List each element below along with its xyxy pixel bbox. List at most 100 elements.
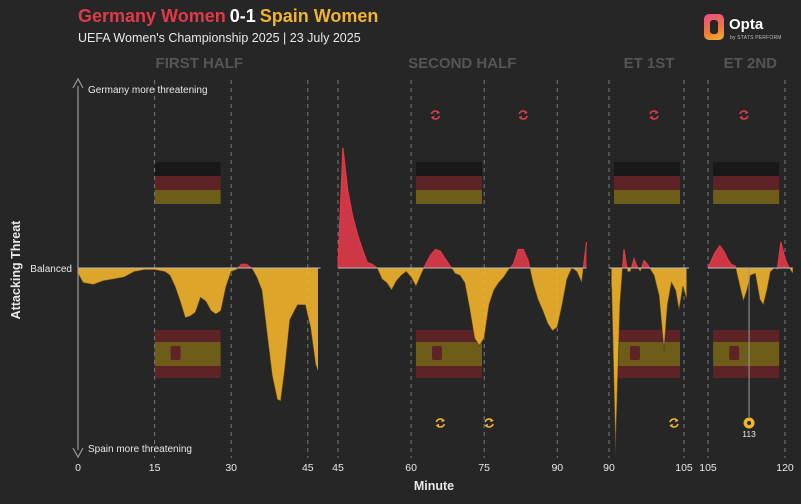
x-tick-label: 90 <box>603 462 615 474</box>
spain-flag-red-bottom <box>614 366 680 378</box>
spain-threat-line <box>77 268 319 402</box>
germany-flag <box>713 162 780 204</box>
spain-flag <box>154 330 221 378</box>
spain-flag-crest <box>630 346 640 360</box>
spain-flag-crest <box>170 346 181 360</box>
substitution-icon-germany <box>518 110 528 120</box>
spain-threat-area <box>611 268 687 453</box>
opta-logo: Opta by STATS PERFORM <box>704 14 784 44</box>
y-bottom-label: Spain more threatening <box>88 444 192 455</box>
sub-arrow-head-bottom <box>669 423 673 428</box>
spain-flag-red-bottom <box>713 366 780 378</box>
spain-flag-red-top <box>713 330 780 342</box>
y-axis <box>72 77 84 459</box>
germany-flag-red <box>415 176 482 190</box>
spain-threat-line <box>338 268 584 347</box>
match-subtitle: UEFA Women's Championship 2025 | 23 July… <box>78 31 361 45</box>
spain-flag-yellow <box>614 342 680 366</box>
substitution-icon-germany <box>649 110 659 120</box>
sub-arrow-head-top <box>675 418 679 423</box>
substitution-icon-spain <box>669 418 679 428</box>
x-tick-label: 45 <box>302 462 314 474</box>
period-panel-1: SECOND HALF 45 60 75 90 <box>332 55 588 474</box>
period-panel-2: ET 1ST 90 105 <box>603 55 693 474</box>
x-tick-label: 60 <box>405 462 417 474</box>
x-tick-label: 105 <box>675 462 693 474</box>
y-axis-arrow-top <box>72 77 84 89</box>
spain-threat-line <box>611 268 687 454</box>
substitution-icon-spain <box>484 418 494 428</box>
football-icon-patch <box>747 421 752 425</box>
period-title-3: ET 2ND <box>724 55 778 72</box>
sub-arrow-head-top <box>441 418 445 423</box>
x-tick-label: 75 <box>478 462 490 474</box>
home-team-name: Germany Women <box>78 6 226 26</box>
x-axis-title: Minute <box>414 479 454 493</box>
germany-threat-area <box>338 147 587 268</box>
x-tick-label: 120 <box>776 462 794 474</box>
sub-arrow-head-top <box>436 110 441 115</box>
sub-arrow-head-top <box>745 110 749 115</box>
sub-arrow-head-top <box>490 418 494 423</box>
germany-flag-gold <box>614 190 680 204</box>
germany-flag-red <box>713 176 780 190</box>
y-axis-arrow-bottom <box>72 447 84 459</box>
period-title-2: ET 1ST <box>624 55 675 72</box>
sub-arrow-head-top <box>524 110 528 115</box>
x-tick-label: 45 <box>332 462 344 474</box>
x-tick-label: 105 <box>699 462 717 474</box>
spain-flag-yellow <box>154 342 221 366</box>
away-team-name: Spain Women <box>259 6 379 26</box>
spain-flag-red-top <box>154 330 221 342</box>
germany-flag-black <box>713 162 780 176</box>
spain-threat-line <box>708 268 794 307</box>
opta-logo-name: Opta <box>729 16 764 33</box>
germany-flag <box>154 162 221 204</box>
germany-flag-gold <box>154 190 221 204</box>
x-tick-label: 30 <box>225 462 237 474</box>
sub-arrow-head-bottom <box>739 115 743 120</box>
spain-threat-area <box>338 268 587 346</box>
match-title: Germany Women 0-1 Spain Women <box>78 6 378 27</box>
spain-flag-yellow <box>415 342 482 366</box>
germany-flag-gold <box>415 190 482 204</box>
y-top-label: Germany more threatening <box>88 85 208 96</box>
spain-flag-red-bottom <box>415 366 482 378</box>
germany-flag-black <box>154 162 221 176</box>
germany-flag-gold <box>713 190 780 204</box>
germany-flag <box>614 162 680 204</box>
goal-marker: 113 <box>742 268 756 439</box>
spain-flag <box>713 330 780 378</box>
sub-arrow-head-bottom <box>435 423 440 428</box>
opta-logo-tagline: by STATS PERFORM <box>730 35 782 41</box>
sub-arrow-head-bottom <box>518 115 522 120</box>
spain-flag-crest <box>729 346 740 360</box>
y-axis-title: Attacking Threat <box>9 220 23 319</box>
goal-minute-label: 113 <box>742 429 756 439</box>
germany-flag <box>415 162 482 204</box>
x-tick-label: 90 <box>551 462 563 474</box>
spain-flag-red-top <box>614 330 680 342</box>
sub-arrow-head-top <box>655 110 659 115</box>
spain-flag <box>614 330 680 378</box>
sub-arrow-head-bottom <box>649 115 653 120</box>
substitution-icon-germany <box>430 110 441 120</box>
germany-threat-line <box>707 241 790 268</box>
opta-logo-icon <box>704 14 724 40</box>
period-panel-0: FIRST HALF 0 15 30 45 <box>75 55 321 474</box>
substitution-icon-spain <box>435 418 446 428</box>
x-tick-label: 0 <box>75 462 81 474</box>
spain-flag-yellow <box>713 342 780 366</box>
spain-flag <box>415 330 482 378</box>
spain-flag-red-top <box>415 330 482 342</box>
sub-arrow-head-bottom <box>484 423 488 428</box>
spain-flag-red-bottom <box>154 366 221 378</box>
period-title-1: SECOND HALF <box>408 55 516 72</box>
period-panel-3: ET 2ND 105 120 <box>699 55 794 474</box>
germany-flag-red <box>614 176 680 190</box>
x-tick-label: 15 <box>149 462 161 474</box>
match-score: 0-1 <box>229 6 256 26</box>
germany-flag-black <box>614 162 680 176</box>
sub-arrow-head-bottom <box>430 115 435 120</box>
